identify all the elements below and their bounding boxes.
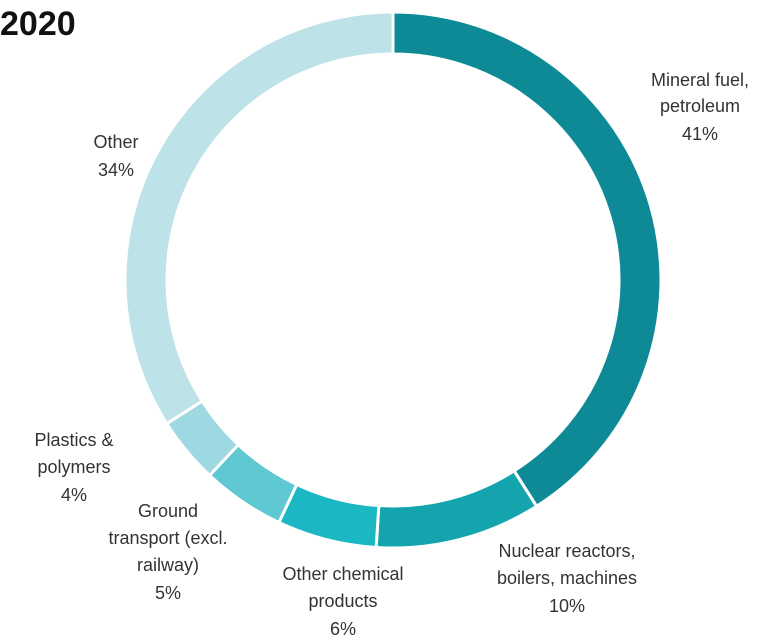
label-nuclear-value: 10% [549, 596, 585, 616]
slice-other [123, 10, 395, 426]
slice-mineral-fuel [391, 10, 663, 509]
label-plastics-line2: polymers [37, 457, 110, 477]
chart-title: 2020 [0, 5, 76, 43]
label-mineral-fuel-line2: petroleum [660, 96, 740, 116]
label-other-line1: Other [93, 132, 138, 152]
label-nuclear-line1: Nuclear reactors, [498, 541, 635, 561]
label-other-value: 34% [98, 160, 134, 180]
label-ground-transport-line1: Ground [138, 501, 198, 521]
label-other-chemical-line1: Other chemical [282, 564, 403, 584]
label-other-chemical-line2: products [308, 591, 377, 611]
label-mineral-fuel-value: 41% [682, 124, 718, 144]
slice-nuclear-reactors [374, 468, 539, 550]
label-other: Other 34% [93, 132, 138, 180]
label-other-chemical-value: 6% [330, 619, 356, 639]
label-plastics-value: 4% [61, 485, 87, 505]
label-mineral-fuel-line1: Mineral fuel, [651, 70, 749, 90]
label-ground-transport-value: 5% [155, 583, 181, 603]
label-nuclear-line2: boilers, machines [497, 568, 637, 588]
label-nuclear-reactors: Nuclear reactors, boilers, machines 10% [497, 541, 637, 616]
label-ground-transport-line3: railway) [137, 555, 199, 575]
label-ground-transport-line2: transport (excl. [108, 528, 227, 548]
label-plastics: Plastics & polymers 4% [34, 430, 113, 505]
label-mineral-fuel: Mineral fuel, petroleum 41% [651, 70, 749, 144]
label-ground-transport: Ground transport (excl. railway) 5% [108, 501, 227, 603]
label-plastics-line1: Plastics & [34, 430, 113, 450]
donut-slices [123, 10, 663, 550]
label-other-chemical: Other chemical products 6% [282, 564, 403, 639]
